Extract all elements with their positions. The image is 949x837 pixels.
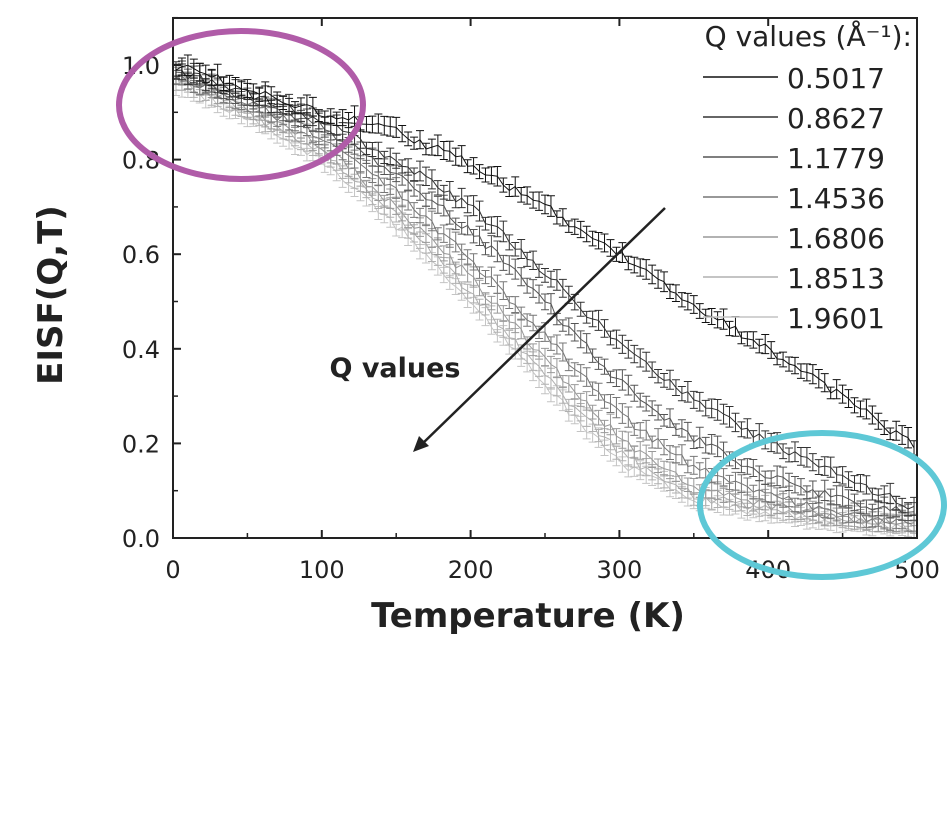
y-tick-label: 0.0 — [122, 525, 160, 553]
annotation-q-values: Q values — [329, 353, 460, 384]
series-0.8627 — [171, 60, 919, 516]
legend-label: 1.1779 — [787, 142, 885, 175]
legend-label: 0.5017 — [787, 62, 885, 95]
legend-label: 0.8627 — [787, 102, 885, 135]
highlight-ellipse-low-t — [116, 28, 366, 182]
legend-label: 1.4536 — [787, 182, 885, 215]
series-line — [175, 64, 915, 449]
legend-label: 1.6806 — [787, 222, 885, 255]
y-axis-label: EISF(Q,T) — [31, 205, 71, 385]
x-tick-label: 0 — [165, 556, 180, 584]
legend-title: Q values (Å⁻¹): — [705, 19, 912, 53]
x-tick-label: 200 — [448, 556, 494, 584]
series-line — [175, 75, 915, 525]
legend: Q values (Å⁻¹): 0.5017 0.8627 1.1779 1.4536… — [703, 19, 912, 335]
highlight-ellipse-high-t — [697, 430, 947, 580]
y-tick-label: 0.6 — [122, 241, 160, 269]
y-tick-label: 0.4 — [122, 336, 160, 364]
x-tick-label: 100 — [299, 556, 345, 584]
series-line — [175, 71, 915, 514]
y-tick-label: 0.2 — [122, 430, 160, 458]
series-line — [175, 87, 915, 533]
legend-label: 1.9601 — [787, 302, 885, 335]
x-tick-label: 300 — [596, 556, 642, 584]
x-axis-label: Temperature (K) — [371, 596, 685, 636]
series-line — [175, 69, 915, 510]
q-arrow — [413, 207, 666, 452]
legend-label: 1.8513 — [787, 262, 885, 295]
